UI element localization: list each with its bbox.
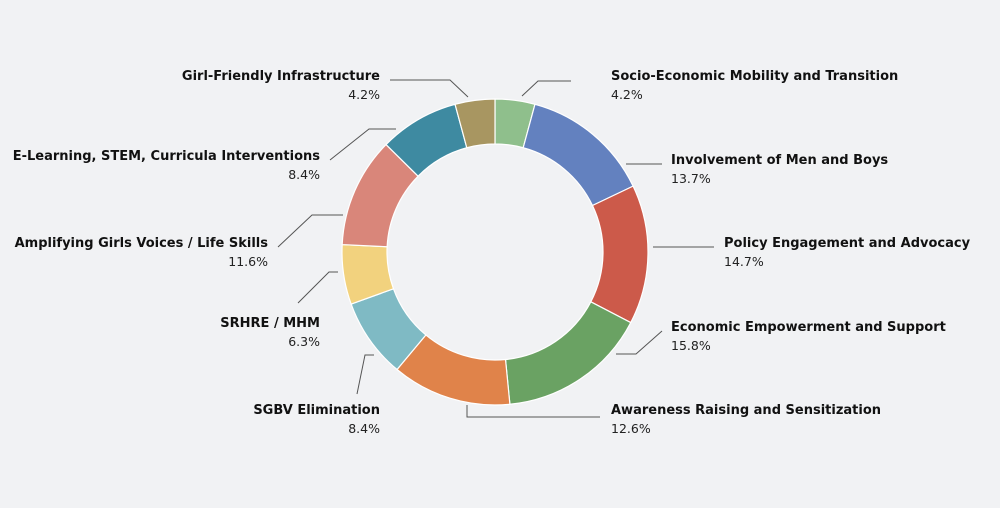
slice-value-label: 6.3% <box>288 334 320 349</box>
slice-label: SGBV Elimination <box>253 403 380 418</box>
leader-line <box>390 79 469 98</box>
slice-label: Economic Empowerment and Support <box>671 320 946 335</box>
slice-economic-empowerment-and-support <box>504 301 632 405</box>
slice-value-label: 8.4% <box>348 421 380 436</box>
slice-label: Girl-Friendly Infrastructure <box>182 69 380 84</box>
slice-value-label: 4.2% <box>611 87 643 102</box>
slice-policy-engagement-and-advocacy <box>590 185 649 324</box>
labels-layer: Socio-Economic Mobility and Transition 4.… <box>13 69 971 436</box>
slice-label: Awareness Raising and Sensitization <box>611 403 881 418</box>
slice-label: Socio-Economic Mobility and Transition <box>611 69 898 84</box>
slice-label: E-Learning, STEM, Curricula Intervention… <box>13 149 321 164</box>
leader-lines-layer <box>277 79 714 418</box>
slice-label: Involvement of Men and Boys <box>671 153 888 168</box>
leader-line <box>521 80 571 97</box>
leader-line <box>277 214 343 248</box>
slice-value-label: 12.6% <box>611 421 651 436</box>
slice-girl-friendly-infrastructure <box>454 98 496 149</box>
leader-line <box>616 330 663 355</box>
slice-involvement-of-men-and-boys <box>522 103 634 207</box>
slices-layer <box>341 98 649 406</box>
slice-value-label: 8.4% <box>288 167 320 182</box>
slice-value-label: 11.6% <box>228 254 268 269</box>
leader-line <box>329 128 396 161</box>
leader-line <box>466 405 600 418</box>
slice-label: SRHRE / MHM <box>220 316 320 331</box>
slice-value-label: 13.7% <box>671 171 711 186</box>
slice-label: Amplifying Girls Voices / Life Skills <box>15 236 269 251</box>
leader-line <box>356 354 374 395</box>
slice-value-label: 4.2% <box>348 87 380 102</box>
slice-value-label: 15.8% <box>671 338 711 353</box>
leader-line <box>297 271 338 304</box>
slice-value-label: 14.7% <box>724 254 764 269</box>
slice-label: Policy Engagement and Advocacy <box>724 236 971 251</box>
